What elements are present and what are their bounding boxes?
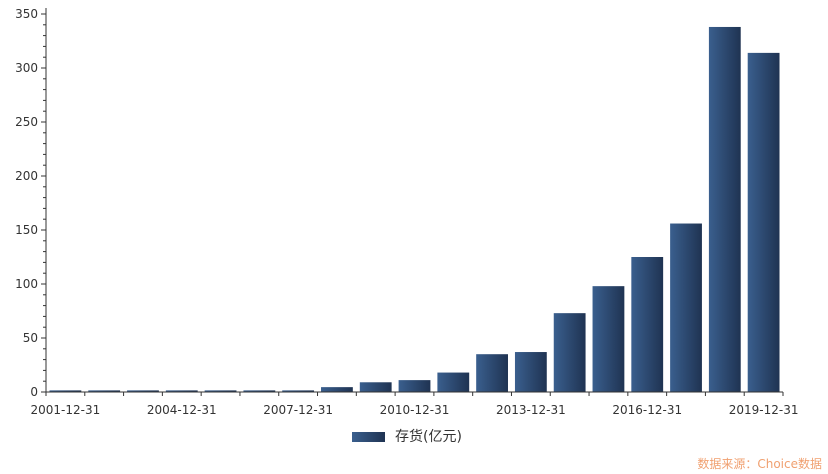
y-tick-label: 200 bbox=[15, 169, 38, 183]
y-tick-label: 100 bbox=[15, 277, 38, 291]
bars-group bbox=[49, 26, 780, 393]
bar bbox=[204, 390, 237, 392]
bar bbox=[398, 380, 431, 392]
x-tick-label: 2016-12-31 bbox=[612, 403, 682, 417]
bar bbox=[514, 352, 547, 392]
x-axis: 2001-12-31 2004-12-31 2007-12-31 2010-12-31… bbox=[31, 391, 799, 417]
x-tick-label: 2019-12-31 bbox=[729, 403, 799, 417]
bar bbox=[747, 52, 780, 392]
bar bbox=[243, 390, 276, 392]
y-tick-label: 50 bbox=[23, 331, 38, 345]
legend: 存货(亿元) bbox=[352, 428, 462, 445]
x-tick-label: 2010-12-31 bbox=[380, 403, 450, 417]
bar bbox=[631, 257, 664, 392]
bar bbox=[282, 390, 315, 392]
bar bbox=[670, 223, 702, 392]
y-tick-label: 250 bbox=[15, 115, 38, 129]
bar bbox=[49, 390, 82, 392]
bar bbox=[359, 382, 392, 392]
bar bbox=[708, 26, 741, 393]
legend-swatch bbox=[352, 432, 385, 442]
bar bbox=[553, 313, 586, 392]
y-tick-label: 300 bbox=[15, 61, 38, 75]
x-tick-label: 2013-12-31 bbox=[496, 403, 566, 417]
bar bbox=[476, 354, 508, 392]
y-tick-label: 150 bbox=[15, 223, 38, 237]
bar bbox=[165, 390, 198, 392]
source-note: 数据来源：Choice数据 bbox=[697, 456, 822, 471]
bar bbox=[437, 372, 470, 392]
bar bbox=[127, 390, 159, 392]
legend-label: 存货(亿元) bbox=[395, 428, 462, 445]
bar bbox=[592, 286, 625, 392]
y-tick-label: 350 bbox=[15, 7, 38, 21]
y-tick-label: 0 bbox=[30, 385, 38, 399]
x-tick-label: 2004-12-31 bbox=[147, 403, 217, 417]
x-tick-label: 2001-12-31 bbox=[31, 403, 101, 417]
x-tick-label: 2007-12-31 bbox=[263, 403, 333, 417]
bar bbox=[88, 390, 121, 392]
y-axis: 0 50 100 150 200 250 300 350 bbox=[15, 7, 47, 399]
bar bbox=[321, 387, 353, 392]
